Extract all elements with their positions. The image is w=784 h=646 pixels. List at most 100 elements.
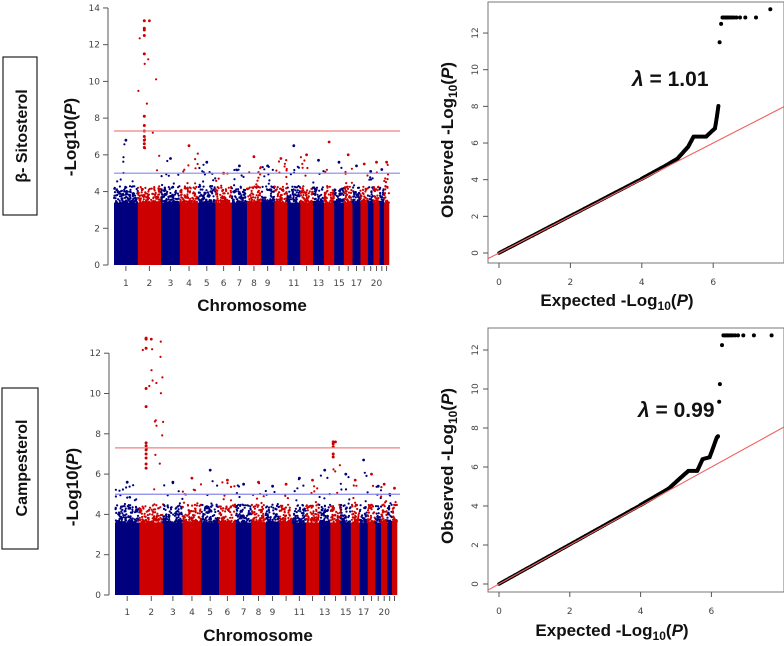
snp-point	[166, 159, 169, 163]
snp-point	[138, 194, 141, 197]
chromosome-10-bulk	[279, 522, 294, 595]
snp-point	[364, 520, 367, 524]
chromosome-20-bulk	[373, 202, 380, 265]
chromosome-tick-label: 2	[147, 279, 153, 289]
y-tick-label: 0	[471, 250, 481, 256]
trait-label-box-campesterol: Campesterol	[1, 387, 39, 550]
snp-point	[302, 512, 305, 515]
snp-point	[134, 520, 137, 524]
snp-point	[151, 131, 154, 134]
snp-point	[209, 516, 212, 519]
snp-point	[275, 169, 278, 172]
chromosome-1-bulk	[114, 202, 139, 265]
snp-point	[270, 201, 273, 204]
chromosome-tick-label: 2	[148, 608, 154, 618]
chromosome-tick-label: 9	[265, 279, 271, 289]
snp-point	[196, 162, 199, 166]
qq-tail-point	[736, 333, 740, 338]
snp-point	[159, 506, 162, 509]
snp-point	[195, 504, 198, 507]
snp-point	[129, 521, 132, 524]
snp-point	[153, 503, 156, 506]
snp-point	[360, 195, 363, 198]
snp-point	[374, 521, 377, 524]
snp-point	[305, 198, 308, 201]
snp-point	[278, 515, 282, 518]
qq-y-title: Observed -Log10(P)	[438, 388, 460, 544]
snp-point	[169, 506, 172, 509]
snp-point	[145, 196, 148, 199]
snp-point	[201, 201, 204, 204]
snp-point	[333, 190, 336, 193]
snp-point	[157, 196, 160, 199]
snp-point	[133, 518, 136, 521]
snp-point	[366, 174, 369, 177]
snp-point	[119, 201, 122, 204]
snp-point	[272, 197, 275, 200]
snp-point	[224, 507, 227, 510]
snp-point	[261, 185, 264, 188]
snp-point	[301, 162, 304, 165]
chromosome-tick-label: 6	[221, 279, 227, 289]
snp-point	[353, 510, 356, 513]
snp-point	[216, 195, 219, 198]
snp-point	[287, 511, 290, 514]
snp-point	[351, 505, 354, 508]
snp-point	[154, 511, 157, 514]
chromosome-tick-label: 3	[170, 608, 176, 618]
snp-point	[292, 194, 295, 197]
snp-point	[309, 504, 312, 507]
chromosome-15-bulk	[340, 522, 352, 595]
x-tick-label: 4	[639, 278, 645, 288]
snp-point	[191, 196, 194, 199]
snp-point	[354, 511, 357, 515]
chromosome-19-bulk	[367, 202, 374, 265]
snp-point	[240, 201, 243, 204]
snp-point	[139, 509, 142, 512]
snp-point	[379, 194, 382, 197]
snp-point	[178, 512, 181, 515]
snp-point	[340, 514, 343, 517]
snp-point	[353, 518, 356, 521]
top-hit-point	[331, 442, 335, 446]
top-hit-point	[142, 138, 146, 142]
chromosome-16-bulk	[343, 202, 353, 265]
snp-point	[272, 509, 275, 512]
snp-point	[255, 183, 258, 186]
snp-point	[334, 191, 337, 195]
trait-label-box-sitosterol: β- Sitosterol	[2, 56, 38, 216]
snp-point	[293, 185, 296, 188]
snp-point	[296, 189, 299, 192]
snp-point	[265, 188, 268, 191]
snp-point	[184, 187, 187, 190]
snp-point	[213, 508, 216, 511]
snp-point	[155, 197, 158, 200]
snp-point	[302, 484, 305, 487]
snp-point	[305, 513, 308, 516]
snp-point	[385, 510, 388, 513]
snp-point	[300, 190, 303, 193]
snp-point	[157, 187, 160, 190]
snp-point	[188, 186, 191, 189]
snp-point	[272, 195, 276, 198]
snp-point	[273, 490, 276, 494]
snp-point	[118, 185, 121, 188]
snp-point	[147, 58, 150, 61]
snp-point	[256, 201, 259, 204]
snp-point	[150, 187, 153, 190]
top-hit-point	[144, 441, 148, 445]
snp-point	[378, 516, 381, 519]
snp-point	[370, 516, 373, 519]
snp-point	[336, 512, 339, 515]
snp-point	[191, 504, 194, 507]
snp-point	[153, 488, 156, 491]
snp-point	[165, 513, 168, 516]
snp-point	[205, 198, 208, 201]
snp-point	[244, 504, 247, 507]
snp-point	[308, 190, 311, 193]
snp-point	[140, 187, 143, 191]
snp-point	[161, 434, 164, 437]
snp-point	[150, 201, 153, 204]
snp-point	[253, 507, 256, 510]
snp-point	[221, 509, 224, 512]
